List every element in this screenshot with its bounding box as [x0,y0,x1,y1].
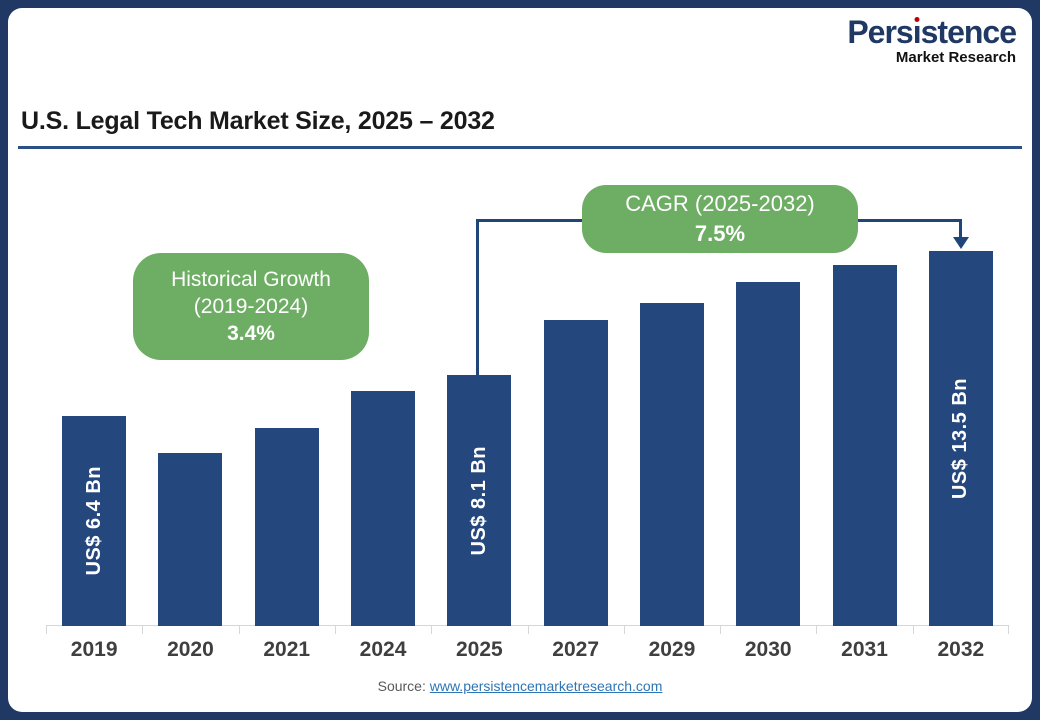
bar-value-label-2019: US$ 6.4 Bn [82,466,105,576]
x-axis-label-2032: 2032 [937,638,985,661]
axis-tick [623,626,625,634]
x-axis-label-2031: 2031 [841,638,888,661]
x-axis-line [46,625,1009,626]
axis-tick [816,626,818,634]
x-axis-label-2019: 2019 [70,638,118,661]
connector-line-2032-vertical [959,219,962,239]
bar-2021 [254,428,319,626]
bar-2027 [543,320,608,626]
bar-value-label-2032: US$ 13.5 Bn [949,377,972,500]
bar-2019: US$ 6.4 Bn [62,416,127,626]
historical-growth-title: Historical Growth [171,267,331,291]
bar-2031 [832,265,897,626]
brand-name: Persıstence [847,14,1017,50]
brand-name-pre: Pers [847,14,913,50]
x-axis-label-2030: 2030 [744,638,792,661]
bar-value-label-2025: US$ 8.1 Bn [467,445,490,556]
axis-tick [334,626,336,634]
x-axis-label-2029: 2029 [648,638,696,661]
connector-line-left-horizontal [476,219,586,222]
x-axis-label-2021: 2021 [263,638,311,661]
cagr-value: 7.5% [694,221,746,246]
x-axis-label-2024: 2024 [359,638,407,661]
axis-tick [912,626,914,634]
bar-2029 [639,303,704,626]
historical-growth-period: (2019-2024) [193,294,309,318]
bar-chart-plot-area: US$ 6.4 Bn US$ 8.1 Bn US$ 13.5 Bn [46,160,1009,634]
source-link[interactable]: www.persistencemarketresearch.com [429,678,663,694]
bar-2020 [158,453,223,626]
x-axis-label-2020: 2020 [167,638,214,661]
bar-2032: US$ 13.5 Bn [928,251,993,626]
connector-line-right-horizontal [855,219,962,222]
x-axis-labels: 2019 2020 2021 2024 2025 2027 2029 2030 2031 2032 [46,638,1009,668]
x-axis-label-2025: 2025 [455,638,503,661]
chart-title: U.S. Legal Tech Market Size, 2025 – 2032 [21,107,495,135]
brand-logo: Persıstence Market Research [847,14,1017,66]
axis-tick [527,626,529,634]
x-axis-label-2027: 2027 [552,638,599,661]
brand-red-dot-i: ı [912,14,922,50]
axis-tick [46,626,47,634]
title-underline [18,146,1022,149]
historical-growth-value: 3.4% [227,322,275,346]
connector-line-2025-vertical [476,219,479,375]
cagr-callout: CAGR (2025-2032) 7.5% [582,185,858,253]
cagr-title: CAGR (2025-2032) [625,191,815,217]
axis-tick [1008,626,1009,634]
bar-2025: US$ 8.1 Bn [447,375,512,626]
historical-growth-callout: Historical Growth (2019-2024) 3.4% [133,253,369,360]
arrow-down-icon [953,237,969,249]
bar-2030 [736,282,801,626]
axis-tick [238,626,240,634]
bar-2024 [351,391,416,626]
source-line: Source: www.persistencemarketresearch.co… [0,678,1040,694]
source-label: Source: [377,678,426,694]
axis-tick [431,626,433,634]
axis-tick [720,626,722,634]
brand-subtitle: Market Research [895,49,1016,66]
brand-name-post: stence [920,14,1017,50]
axis-tick [142,626,144,634]
